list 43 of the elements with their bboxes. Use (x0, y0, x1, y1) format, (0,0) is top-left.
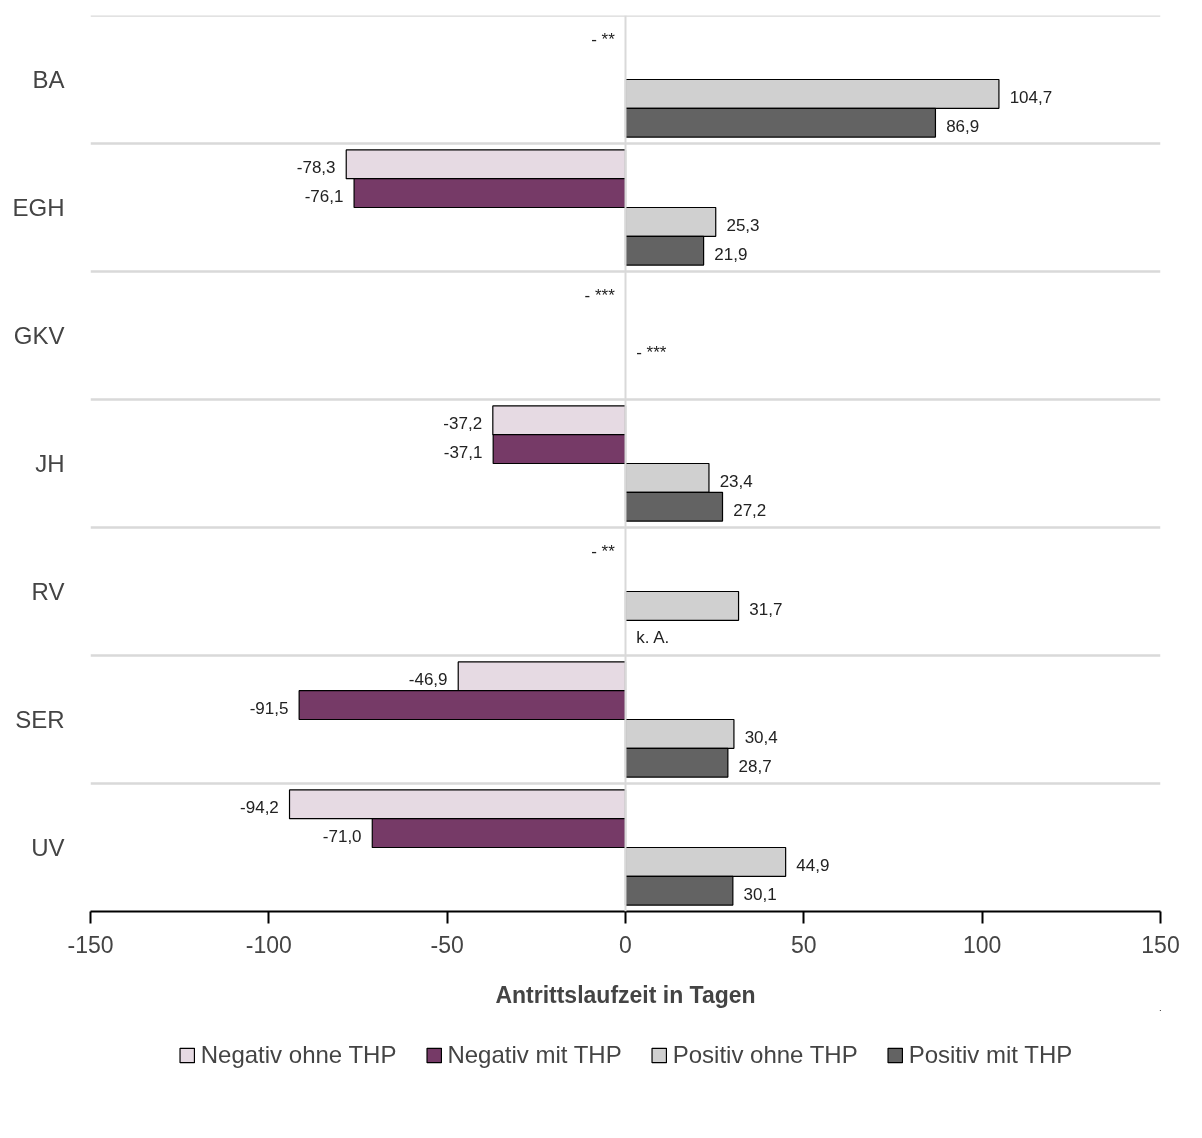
data-label: -78,3 (296, 158, 336, 178)
data-label: 23,4 (719, 471, 753, 491)
data-label: -71,0 (322, 827, 362, 847)
data-label: 27,2 (733, 500, 767, 520)
data-label: -76,1 (304, 187, 344, 207)
data-label: -37,2 (443, 414, 483, 434)
data-label: -91,5 (249, 699, 289, 719)
y-tick-label: GKV (13, 322, 65, 349)
x-tick-label: 100 (962, 931, 1002, 958)
data-label: 104,7 (1009, 87, 1053, 107)
y-tick-label: UV (31, 834, 65, 861)
x-tick-label: -50 (430, 931, 464, 958)
x-tick-label: 0 (619, 931, 632, 958)
data-label: 31,7 (749, 599, 783, 619)
data-label: 30,4 (744, 727, 778, 747)
y-tick-label: SER (15, 706, 65, 733)
legend-label: Positiv ohne THP (672, 1041, 858, 1069)
text: - *** (636, 343, 667, 363)
x-tick-label: -100 (245, 931, 292, 958)
y-tick-label: JH (35, 450, 65, 477)
text: - ** (591, 29, 615, 49)
data-label: 44,9 (796, 855, 830, 875)
data-label: 30,1 (743, 884, 777, 904)
data-label: -37,1 (443, 443, 483, 463)
x-axis-title: Antrittslaufzeit in Tagen (495, 981, 756, 1008)
text: k. A. (636, 628, 670, 648)
x-tick-label: 50 (791, 931, 817, 958)
legend-label: Negativ mit THP (447, 1041, 622, 1069)
legend-label: Positiv mit THP (908, 1041, 1073, 1069)
y-tick-label: EGH (12, 194, 65, 221)
text: - *** (584, 285, 615, 305)
data-label: -94,2 (240, 798, 279, 818)
data-label: 21,9 (714, 244, 748, 264)
data-label: -46,9 (408, 670, 448, 690)
data-label: 86,9 (946, 116, 980, 136)
legend-label: Negativ ohne THP (200, 1041, 397, 1069)
text: - ** (591, 541, 615, 561)
y-tick-label: RV (31, 578, 65, 605)
x-tick-label: 150 (1141, 931, 1180, 958)
data-label: 28,7 (738, 756, 772, 776)
data-label: 25,3 (726, 215, 760, 235)
x-tick-label: -150 (67, 931, 114, 958)
y-tick-label: BA (32, 66, 65, 93)
